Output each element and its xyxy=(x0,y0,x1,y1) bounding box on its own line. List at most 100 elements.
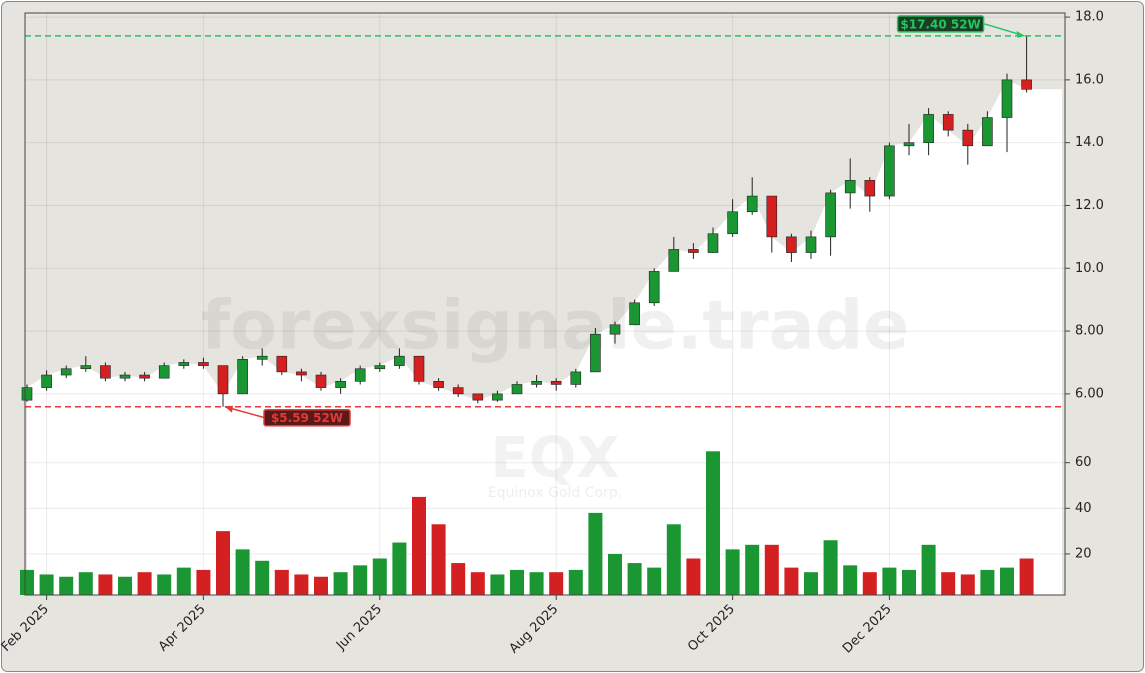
volume-bar xyxy=(98,574,113,595)
volume-bar xyxy=(706,451,720,595)
y-tick-label: 18.0 xyxy=(1075,10,1104,25)
volume-bar xyxy=(137,572,152,595)
plot-border xyxy=(24,12,1066,596)
candle-body xyxy=(590,333,601,373)
candle-body xyxy=(452,387,464,395)
volume-bar xyxy=(804,572,818,595)
volume-bar xyxy=(960,574,975,595)
candle-body xyxy=(60,368,72,376)
candle-body xyxy=(100,365,111,379)
volume-bar xyxy=(608,553,622,595)
volume-bar xyxy=(843,565,858,595)
candle-body xyxy=(629,302,640,326)
candle-body xyxy=(139,374,150,379)
volume-bar xyxy=(235,549,250,595)
candle-body xyxy=(844,180,856,194)
candle-body xyxy=(119,374,131,379)
volume-bar xyxy=(412,496,426,595)
volume-bar xyxy=(529,572,544,595)
volume-bar xyxy=(176,567,191,595)
volume-bar xyxy=(980,569,995,595)
volume-bar xyxy=(745,544,760,595)
volume-bar xyxy=(941,572,956,595)
volume-bar xyxy=(764,544,779,595)
candle-body xyxy=(276,355,288,373)
candle-body xyxy=(394,355,405,366)
annotation-label: $5.59 52W xyxy=(271,411,343,425)
volume-bar xyxy=(549,572,564,595)
candle-body xyxy=(982,117,993,147)
volume-bar xyxy=(568,569,583,595)
candle-body xyxy=(786,236,797,253)
y-tick-label: 14.0 xyxy=(1075,135,1104,150)
candle-body xyxy=(315,374,327,388)
volume-bar xyxy=(39,574,54,595)
candle-body xyxy=(903,142,915,147)
volume-bar xyxy=(20,569,34,595)
candle-body xyxy=(766,195,778,238)
volume-bar xyxy=(510,569,524,595)
volume-bar xyxy=(686,558,701,595)
volume-bar xyxy=(725,549,740,595)
y-tick-label: 8.00 xyxy=(1075,324,1104,339)
candle-body xyxy=(805,236,817,253)
volume-bar xyxy=(216,531,230,595)
watermark-company: Equinox Gold Corp. xyxy=(488,485,622,501)
volume-bar xyxy=(157,574,172,595)
volume-bar xyxy=(255,560,270,595)
candle-body xyxy=(296,371,307,376)
candle-body xyxy=(374,365,386,370)
volume-bar xyxy=(862,572,877,595)
candle-body xyxy=(688,249,699,253)
candle-body xyxy=(41,374,52,388)
volume-bar xyxy=(1019,558,1034,595)
volume-bar xyxy=(59,576,74,595)
volume-bar xyxy=(314,576,328,595)
y-tick-label: 6.00 xyxy=(1075,386,1104,401)
volume-bar xyxy=(196,569,211,595)
candle-body xyxy=(550,381,562,385)
candle-body xyxy=(1021,79,1032,90)
candle-body xyxy=(433,381,444,388)
volume-bar xyxy=(588,512,603,595)
price-area xyxy=(27,79,1062,596)
candle-body xyxy=(158,365,170,379)
volume-bar xyxy=(823,540,838,595)
candle-body xyxy=(962,129,974,147)
candle-body xyxy=(707,233,719,253)
candle-body xyxy=(648,271,660,304)
volume-bar xyxy=(902,569,916,595)
volume-bar xyxy=(490,574,505,595)
volume-bar xyxy=(647,567,662,595)
candle-body xyxy=(178,362,190,366)
watermark-ticker: EQX xyxy=(490,426,619,491)
volume-bar xyxy=(921,544,936,595)
candle-body xyxy=(354,368,366,382)
candle-body xyxy=(531,381,542,385)
volume-bar xyxy=(1000,567,1014,595)
candle-body xyxy=(80,365,92,370)
candle-body xyxy=(746,195,758,213)
candle-body xyxy=(472,393,484,401)
volume-bar xyxy=(451,563,466,595)
v-tick-label: 60 xyxy=(1075,455,1092,470)
volume-bar xyxy=(274,569,289,595)
candle-body xyxy=(668,249,680,272)
candle-body xyxy=(198,362,209,366)
y-tick-label: 16.0 xyxy=(1075,72,1104,87)
volume-bar xyxy=(666,524,681,595)
candle-body xyxy=(864,180,876,197)
watermark: forexsignale.trade xyxy=(201,287,910,366)
arrow-head xyxy=(225,405,233,413)
v-tick-label: 40 xyxy=(1075,501,1092,516)
volume-bar xyxy=(78,572,93,595)
candle-body xyxy=(1001,79,1013,118)
volume-bar xyxy=(784,567,799,595)
annotation-label: $17.40 52W xyxy=(900,17,980,31)
volume-bar xyxy=(294,574,309,595)
candle-body xyxy=(825,192,836,238)
volume-bar xyxy=(333,572,348,595)
annotation-box xyxy=(263,408,351,427)
